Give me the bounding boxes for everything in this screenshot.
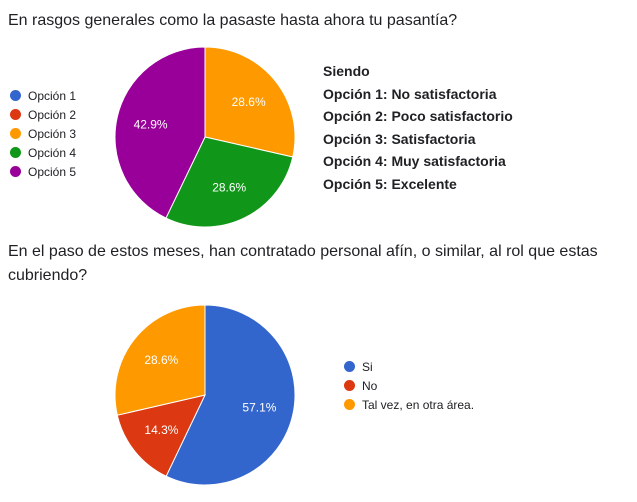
legend-label-opcion-1: Opción 1 xyxy=(28,88,77,103)
legend-label-si: Si xyxy=(362,359,373,374)
legend-item-opcion-1: Opción 1 xyxy=(10,86,76,105)
legend-dot-opcion-4 xyxy=(10,147,21,158)
slice-label-tal-vez-en-otra-area: 28.6% xyxy=(144,353,178,367)
pie-chart-2: 57.1% 14.3% 28.6% xyxy=(114,304,296,486)
note-line-opcion-3: Opción 3: Satisfactoria xyxy=(323,130,476,147)
legend-item-no: No xyxy=(344,376,474,395)
legend-dot-opcion-2 xyxy=(10,109,21,120)
legend-dot-opcion-3 xyxy=(10,128,21,139)
slice-label-opcion-4: 28.6% xyxy=(212,180,246,194)
note-line-opcion-5: Opción 5: Excelente xyxy=(323,175,457,192)
note-line-heading: Siendo xyxy=(323,63,370,79)
legend-dot-opcion-1 xyxy=(10,90,21,101)
legend-item-si: Si xyxy=(344,357,474,376)
legend-dot-opcion-5 xyxy=(10,166,21,177)
legend-item-opcion-5: Opción 5 xyxy=(10,162,76,181)
chart-2-legend: Si No Tal vez, en otra área. xyxy=(344,357,474,414)
legend-label-no: No xyxy=(362,378,378,393)
legend-label-opcion-3: Opción 3 xyxy=(28,126,77,141)
question-1-title: En rasgos generales como la pasaste hast… xyxy=(8,12,458,29)
chart-1-legend: Opción 1 Opción 2 Opción 3 Opción 4 Opci… xyxy=(10,86,76,181)
legend-item-opcion-4: Opción 4 xyxy=(10,143,76,162)
legend-label-opcion-5: Opción 5 xyxy=(28,164,77,179)
legend-label-opcion-2: Opción 2 xyxy=(28,107,77,122)
legend-item-tal-vez: Tal vez, en otra área. xyxy=(344,395,474,414)
pie-slice-si xyxy=(165,304,296,486)
note-line-opcion-2: Opción 2: Poco satisfactorio xyxy=(323,108,513,124)
legend-item-opcion-3: Opción 3 xyxy=(10,124,76,143)
legend-dot-no xyxy=(344,380,355,391)
chart-1-note: Siendo Opción 1: No satisfactoria Opción… xyxy=(323,60,513,195)
legend-label-opcion-4: Opción 4 xyxy=(28,145,77,160)
pie-slice-tal-vez-en-otra-area xyxy=(114,304,206,416)
pie-slice-opcion-5 xyxy=(114,46,206,219)
pie-slice-no xyxy=(116,394,206,477)
pie-slice-opcion-3 xyxy=(204,46,296,158)
legend-item-opcion-2: Opción 2 xyxy=(10,105,76,124)
note-line-opcion-4: Opción 4: Muy satisfactoria xyxy=(323,153,506,169)
slice-label-opcion-5: 42.9% xyxy=(134,118,168,132)
legend-label-tal-vez: Tal vez, en otra área. xyxy=(362,397,475,412)
legend-dot-tal-vez xyxy=(344,399,355,410)
question-2-title: En el paso de estos meses, han contratad… xyxy=(8,243,598,284)
slice-label-no: 14.3% xyxy=(144,423,178,437)
slice-label-si: 57.1% xyxy=(242,400,276,414)
legend-dot-si xyxy=(344,361,355,372)
note-line-opcion-1: Opción 1: No satisfactoria xyxy=(323,85,497,102)
pie-slice-opcion-4 xyxy=(165,136,294,228)
slice-label-opcion-3: 28.6% xyxy=(232,95,266,109)
pie-chart-1: 28.6% 28.6% 42.9% xyxy=(114,46,296,228)
